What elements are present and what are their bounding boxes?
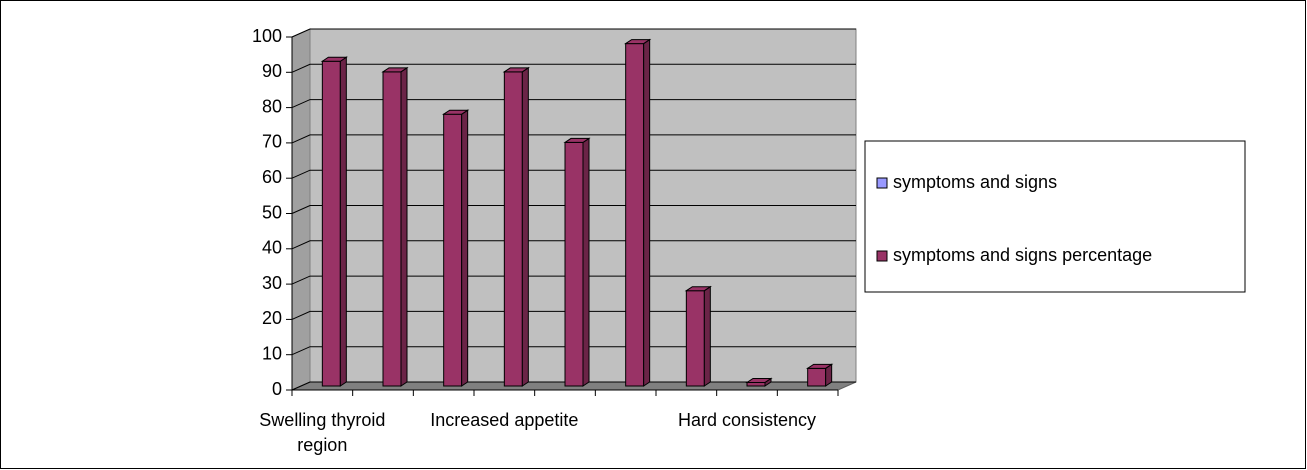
y-tick-label: 0 (272, 379, 282, 399)
x-tick-label: Swelling thyroid region (259, 410, 386, 455)
y-tick-label: 80 (262, 96, 282, 116)
bar (564, 141, 584, 387)
y-tick-label: 100 (252, 26, 282, 46)
legend-swatch (876, 177, 888, 189)
grid-line (291, 240, 856, 250)
legend-swatch (876, 250, 888, 262)
bar-side (400, 66, 408, 387)
legend-label: symptoms and signs (893, 172, 1057, 192)
grid-line (291, 99, 856, 109)
bar-side (461, 109, 469, 387)
bar (685, 290, 705, 387)
y-tick-label: 10 (262, 343, 282, 363)
bar-side (643, 38, 651, 387)
bar-top (806, 363, 834, 369)
x-tick-label: Hard consistency (677, 410, 817, 430)
grid-line (291, 346, 856, 356)
y-tick-label: 60 (262, 167, 282, 187)
bar-side (582, 137, 590, 387)
y-tick-label: 20 (262, 308, 282, 328)
bar (443, 113, 463, 387)
grid-line (291, 205, 856, 214)
grid-line (291, 275, 856, 285)
bar (382, 71, 402, 387)
bar-top (684, 286, 712, 292)
bar (503, 71, 523, 387)
grid-line (291, 310, 856, 320)
bar-top (381, 67, 409, 73)
bar (625, 43, 645, 387)
legend-label: symptoms and signs percentage (893, 245, 1152, 265)
grid-line (291, 63, 856, 73)
bar-top (563, 137, 591, 143)
grid-line (291, 28, 856, 38)
bar-top (442, 109, 470, 115)
y-tick-label: 30 (262, 273, 282, 293)
bar-side (703, 285, 711, 387)
grid-line (291, 169, 856, 179)
y-tick-label: 70 (262, 132, 282, 152)
bar-side (521, 66, 529, 387)
bar (746, 381, 766, 387)
bar (807, 367, 827, 387)
x-tick-label: Increased appetite (430, 410, 579, 430)
y-tick-label: 90 (262, 61, 282, 81)
grid-line (291, 381, 856, 391)
bar-top (745, 377, 773, 383)
bar (321, 60, 341, 387)
bar-top (502, 67, 530, 73)
y-tick-label: 50 (262, 202, 282, 222)
legend-box (864, 140, 1246, 293)
grid-line (291, 134, 856, 144)
y-tick-label: 40 (262, 238, 282, 258)
bar-side (339, 56, 347, 387)
bar-top (320, 56, 348, 62)
bar-top (624, 39, 652, 45)
